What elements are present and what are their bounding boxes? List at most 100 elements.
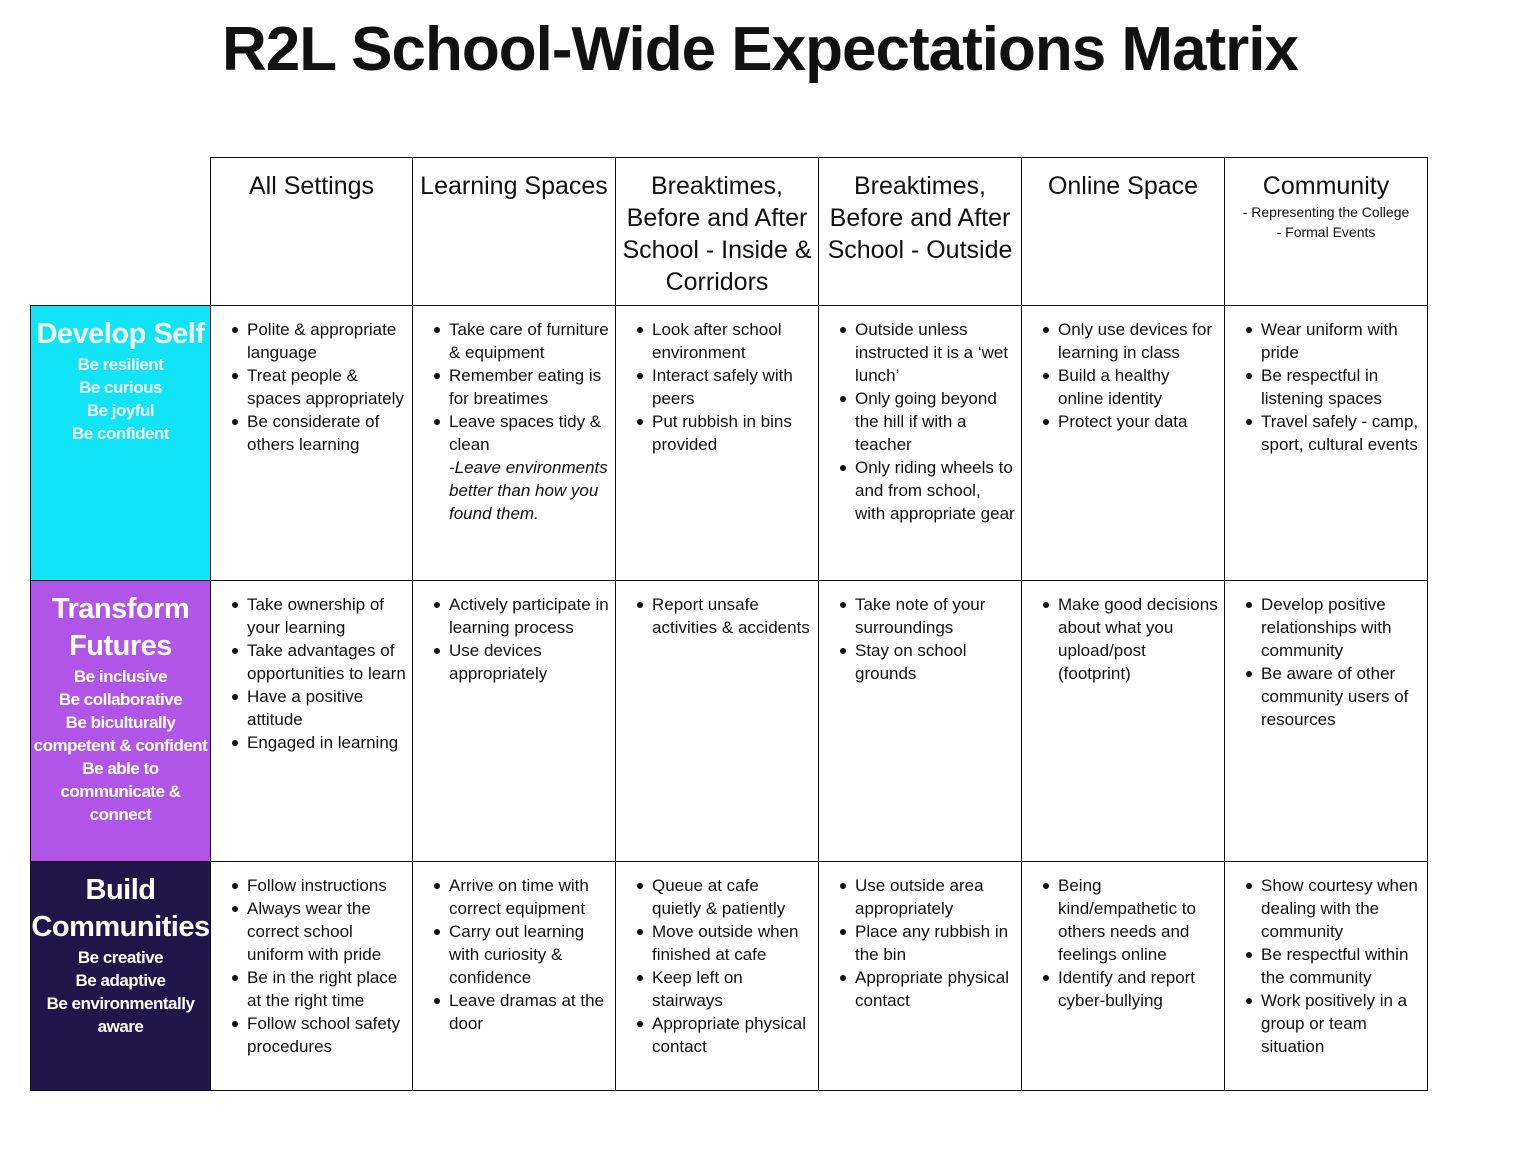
value-item: Be adaptive xyxy=(75,971,166,990)
expectation-item: Remember eating is for breatimes xyxy=(434,364,609,410)
column-subtitle: - Formal Events xyxy=(1276,224,1376,240)
expectation-item: Use devices appropriately xyxy=(434,639,609,685)
category-title: Transform Futures xyxy=(51,593,190,662)
expectation-item: Put rubbish in bins provided xyxy=(637,410,812,456)
expectation-item: Actively participate in learning process xyxy=(434,595,609,637)
expectation-item: Appropriate physical contact xyxy=(840,966,1015,1012)
column-header: Community - Representing the College - For… xyxy=(1224,157,1428,306)
expectation-list: Take note of your surroundings Stay on sc… xyxy=(819,581,1021,685)
expectation-cell: Only use devices for learning in class Bu… xyxy=(1021,305,1225,581)
column-title: All Settings xyxy=(248,172,375,200)
expectation-item: Outside unless instructed it is a ‘wet l… xyxy=(840,318,1015,387)
expectation-item: Develop positive relationships with comm… xyxy=(1246,593,1421,662)
expectation-cell: Wear uniform with pride Be respectful in … xyxy=(1224,305,1428,581)
expectation-list: Queue at cafe quietly & patiently Move ou… xyxy=(616,862,818,1058)
expectation-list: Polite & appropriate language Treat peopl… xyxy=(211,306,412,456)
expectation-list: Arrive on time with correct equipment Car… xyxy=(413,862,615,1035)
expectation-cell: Show courtesy when dealing with the comm… xyxy=(1224,861,1428,1091)
corner-cell xyxy=(30,157,211,306)
column-subtitle: - Representing the College xyxy=(1242,204,1410,220)
expectation-list: Only use devices for learning in class Bu… xyxy=(1022,306,1224,433)
value-item: Be biculturally competent & confident xyxy=(33,713,208,755)
expectation-item: Move outside when finished at cafe xyxy=(637,920,812,966)
expectation-cell: Develop positive relationships with comm… xyxy=(1224,580,1428,862)
column-title: Breaktimes, Before and After School - Ou… xyxy=(827,172,1013,264)
expectation-item: Engaged in learning xyxy=(232,731,406,754)
matrix-row: Transform Futures Be inclusive Be collabor… xyxy=(30,580,1428,862)
expectation-item: Be respectful in listening spaces xyxy=(1246,364,1421,410)
expectation-cell: Outside unless instructed it is a ‘wet l… xyxy=(818,305,1022,581)
expectation-item: Carry out learning with curiosity & conf… xyxy=(434,920,609,989)
expectation-item: Take advantages of opportunities to lear… xyxy=(232,641,406,683)
column-header: Breaktimes, Before and After School - Ou… xyxy=(818,157,1022,306)
value-item: Be curious xyxy=(79,378,162,397)
expectation-list: Wear uniform with pride Be respectful in … xyxy=(1225,306,1427,456)
value-item: Be resilient xyxy=(77,355,164,374)
expectation-cell: Follow instructions Always wear the corre… xyxy=(210,861,413,1091)
expectation-item: Keep left on stairways xyxy=(637,966,812,1012)
expectation-cell: Look after school environment Interact sa… xyxy=(615,305,819,581)
page-title: R2L School-Wide Expectations Matrix xyxy=(221,15,1299,84)
expectation-list: Look after school environment Interact sa… xyxy=(616,306,818,456)
expectation-cell: Make good decisions about what you uploa… xyxy=(1021,580,1225,862)
expectation-item: Place any rubbish in the bin xyxy=(840,920,1015,966)
expectation-item: Wear uniform with pride xyxy=(1246,318,1421,364)
expectation-cell: Queue at cafe quietly & patiently Move ou… xyxy=(615,861,819,1091)
expectation-item: Be respectful within the community xyxy=(1246,943,1421,989)
category-title: Develop Self xyxy=(36,318,205,350)
expectation-list: Take ownership of your learning Take adva… xyxy=(211,581,412,754)
expectation-item: Be considerate of others learning xyxy=(232,410,406,456)
expectation-list: Develop positive relationships with comm… xyxy=(1225,581,1427,731)
value-item: Be able to communicate & connect xyxy=(60,759,181,824)
expectation-item: Arrive on time with correct equipment xyxy=(434,874,609,920)
expectation-item: Take care of furniture & equipment xyxy=(434,320,609,362)
expectation-list: Make good decisions about what you uploa… xyxy=(1022,581,1224,685)
expectation-item: Treat people & spaces appropriately xyxy=(232,364,406,410)
expectation-item: Report unsafe activities & accidents xyxy=(637,593,812,639)
column-header: Online Space xyxy=(1021,157,1225,306)
expectation-cell: Arrive on time with correct equipment Car… xyxy=(412,861,616,1091)
expectation-cell: Use outside area appropriately Place any … xyxy=(818,861,1022,1091)
expectation-item: Work positively in a group or team situa… xyxy=(1246,989,1421,1058)
expectation-list: Outside unless instructed it is a ‘wet l… xyxy=(819,306,1021,525)
expectation-item: Queue at cafe quietly & patiently xyxy=(637,874,812,920)
expectation-cell: Actively participate in learning process… xyxy=(412,580,616,862)
expectation-list: Actively participate in learning process… xyxy=(413,581,615,685)
matrix-row: Develop Self Be resilient Be curious Be joy… xyxy=(30,305,1428,581)
expectation-item: Interact safely with peers xyxy=(637,364,812,410)
value-item: Be environmentally aware xyxy=(46,994,195,1036)
expectation-item: Have a positive attitude xyxy=(232,685,406,731)
expectation-item: Look after school environment xyxy=(637,318,812,364)
expectation-item: Always wear the correct school uniform w… xyxy=(232,897,406,966)
expectation-item: Make good decisions about what you uploa… xyxy=(1043,595,1218,683)
expectation-item: Show courtesy when dealing with the comm… xyxy=(1246,874,1421,943)
expectation-list: Report unsafe activities & accidents xyxy=(616,581,818,639)
expectation-cell: Report unsafe activities & accidents xyxy=(615,580,819,862)
expectation-cell: Take note of your surroundings Stay on sc… xyxy=(818,580,1022,862)
expectation-item: Identify and report cyber-bullying xyxy=(1043,966,1218,1012)
value-item: Be inclusive xyxy=(73,667,168,686)
expectation-item: Being kind/empathetic to others needs an… xyxy=(1043,874,1218,966)
expectation-list: Follow instructions Always wear the corre… xyxy=(211,862,412,1058)
matrix-row: Build Communities Be creative Be adaptive B… xyxy=(30,861,1428,1091)
category-title: Build Communities xyxy=(31,874,210,943)
expectation-item: Appropriate physical contact xyxy=(637,1012,812,1058)
expectation-cell: Polite & appropriate language Treat peopl… xyxy=(210,305,413,581)
expectation-item: Protect your data xyxy=(1043,410,1218,433)
expectation-list: Show courtesy when dealing with the comm… xyxy=(1225,862,1427,1058)
expectation-item: Build a healthy online identity xyxy=(1043,364,1218,410)
expectation-list: Being kind/empathetic to others needs an… xyxy=(1022,862,1224,1012)
column-header: All Settings xyxy=(210,157,413,306)
value-item: Be confident xyxy=(72,424,169,443)
expectation-note: -Leave environments better than how you … xyxy=(449,458,608,523)
expectation-list: Use outside area appropriately Place any … xyxy=(819,862,1021,1012)
column-title: Online Space xyxy=(1047,172,1199,200)
value-item: Be joyful xyxy=(86,401,155,420)
expectation-list: Take care of furniture & equipment Rememb… xyxy=(413,306,615,456)
expectation-cell: Take ownership of your learning Take adva… xyxy=(210,580,413,862)
expectation-item: Only going beyond the hill if with a tea… xyxy=(840,387,1015,456)
expectation-item: Travel safely - camp, sport, cultural ev… xyxy=(1246,410,1421,456)
expectation-item: Use outside area appropriately xyxy=(840,874,1015,920)
header-row: All Settings Learning Spaces Breaktimes, B… xyxy=(30,157,1428,306)
expectation-item: Take note of your surroundings xyxy=(840,593,1015,639)
